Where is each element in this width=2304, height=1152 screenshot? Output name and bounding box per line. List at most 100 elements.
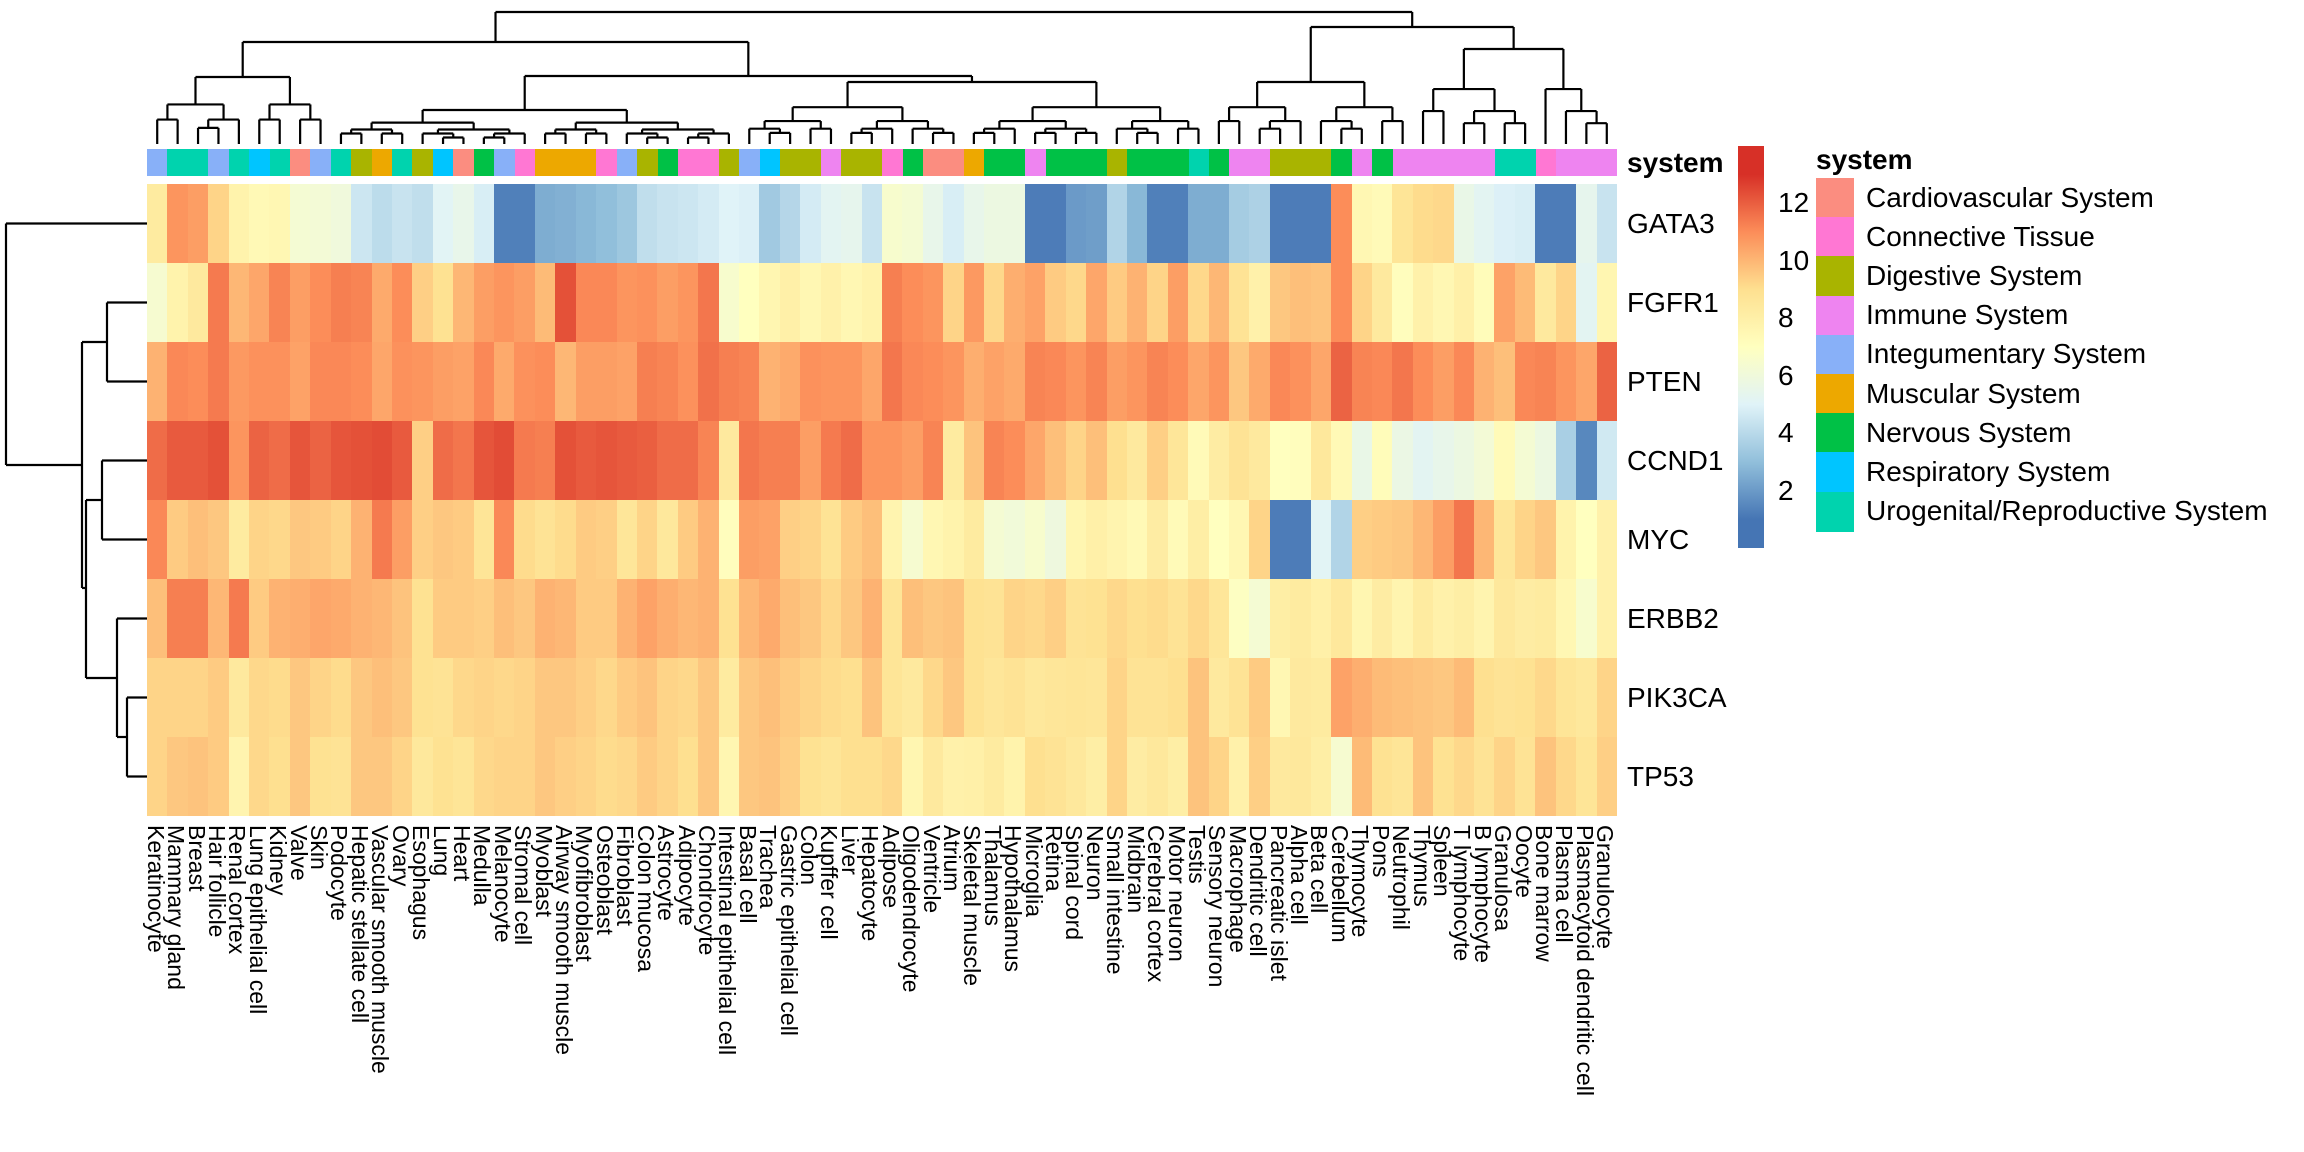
heatmap-cell bbox=[514, 658, 535, 737]
heatmap-cell bbox=[371, 342, 392, 421]
heatmap-cell bbox=[963, 658, 985, 737]
heatmap-cell bbox=[1371, 500, 1393, 579]
heatmap-cell bbox=[310, 737, 331, 816]
heatmap-cell bbox=[555, 421, 576, 500]
heatmap-cell bbox=[1433, 579, 1454, 658]
heatmap-cell bbox=[963, 184, 985, 263]
heatmap-cell bbox=[759, 342, 780, 421]
heatmap-cell bbox=[412, 342, 433, 421]
heatmap-cell bbox=[820, 421, 842, 500]
heatmap-cell bbox=[1433, 342, 1454, 421]
heatmap-cell bbox=[1474, 658, 1495, 737]
heatmap-cell bbox=[800, 658, 821, 737]
heatmap-cell bbox=[718, 421, 740, 500]
heatmap-cell bbox=[1351, 184, 1372, 263]
heatmap-cell bbox=[1433, 737, 1454, 816]
heatmap-cell bbox=[841, 658, 862, 737]
heatmap-cell bbox=[1433, 500, 1454, 579]
heatmap-cell bbox=[1331, 421, 1352, 500]
heatmap-cell bbox=[718, 263, 740, 342]
heatmap-cell bbox=[208, 342, 229, 421]
annotation-cell bbox=[371, 149, 393, 176]
annotation-cell bbox=[861, 149, 883, 176]
heatmap-cell bbox=[1126, 579, 1148, 658]
heatmap-cell bbox=[575, 737, 597, 816]
heatmap-cell bbox=[494, 500, 515, 579]
heatmap-cell bbox=[1208, 342, 1230, 421]
heatmap-cell bbox=[1474, 263, 1495, 342]
heatmap-cell bbox=[1229, 658, 1250, 737]
heatmap-cell bbox=[1167, 184, 1189, 263]
heatmap-cell bbox=[1494, 342, 1515, 421]
heatmap-cell bbox=[1167, 263, 1189, 342]
heatmap-cell bbox=[432, 421, 454, 500]
heatmap-cell bbox=[657, 737, 678, 816]
heatmap-cell bbox=[1249, 342, 1270, 421]
heatmap-cell bbox=[943, 579, 964, 658]
heatmap-cell bbox=[963, 500, 985, 579]
heatmap-cell bbox=[1024, 737, 1046, 816]
heatmap-cell bbox=[636, 737, 658, 816]
heatmap-cell bbox=[351, 579, 372, 658]
heatmap-cell bbox=[1474, 579, 1495, 658]
heatmap-cell bbox=[208, 658, 229, 737]
heatmap-cell bbox=[289, 737, 311, 816]
tissue-label: Granulocyte bbox=[1592, 825, 1619, 950]
heatmap-cell bbox=[779, 500, 801, 579]
heatmap-cell bbox=[1229, 500, 1250, 579]
gene-label: FGFR1 bbox=[1627, 286, 1719, 318]
annotation-cell bbox=[882, 149, 903, 176]
heatmap-cell bbox=[861, 263, 882, 342]
heatmap-cell bbox=[984, 579, 1005, 658]
heatmap-cell bbox=[841, 579, 862, 658]
heatmap-cell bbox=[330, 421, 352, 500]
heatmap-cell bbox=[677, 658, 699, 737]
heatmap-cell bbox=[1596, 500, 1617, 579]
heatmap-cell bbox=[1474, 737, 1495, 816]
heatmap-cell bbox=[1147, 263, 1168, 342]
annotation-cell bbox=[677, 149, 699, 176]
heatmap-cell bbox=[1392, 263, 1413, 342]
colorbar-tick: 2 bbox=[1778, 474, 1794, 506]
heatmap-cell bbox=[412, 579, 433, 658]
heatmap-cell bbox=[575, 658, 597, 737]
annotation-cell bbox=[1290, 149, 1312, 176]
heatmap-cell bbox=[1065, 579, 1087, 658]
annotation-cell bbox=[943, 149, 964, 176]
heatmap-cell bbox=[1188, 658, 1209, 737]
legend-label: Muscular System bbox=[1866, 377, 2081, 409]
heatmap-cell bbox=[963, 579, 985, 658]
heatmap-cell bbox=[453, 579, 474, 658]
heatmap-cell bbox=[657, 421, 678, 500]
gene-label: MYC bbox=[1627, 523, 1690, 555]
heatmap-cell bbox=[779, 579, 801, 658]
heatmap-cell bbox=[555, 263, 576, 342]
annotation-cell bbox=[1127, 149, 1148, 176]
heatmap-cell bbox=[1453, 263, 1475, 342]
heatmap-cell bbox=[269, 421, 290, 500]
heatmap-cell bbox=[371, 658, 392, 737]
annotation-cell bbox=[657, 149, 678, 176]
heatmap-cell bbox=[657, 342, 678, 421]
heatmap-cell bbox=[820, 184, 842, 263]
heatmap-cell bbox=[1167, 342, 1189, 421]
heatmap-cell bbox=[1086, 184, 1107, 263]
heatmap-cell bbox=[861, 500, 882, 579]
heatmap-cell bbox=[698, 500, 719, 579]
heatmap-cell bbox=[555, 737, 576, 816]
annotation-cell bbox=[575, 149, 597, 176]
heatmap-cell bbox=[636, 658, 658, 737]
heatmap-cell bbox=[289, 500, 311, 579]
annotation-row-label: system bbox=[1627, 147, 1724, 178]
heatmap-cell bbox=[1453, 421, 1475, 500]
heatmap-cell bbox=[616, 737, 637, 816]
tissue-label: Esophagus bbox=[408, 825, 435, 941]
heatmap-cell bbox=[820, 500, 842, 579]
heatmap-cell bbox=[289, 263, 311, 342]
heatmap-cell bbox=[1188, 184, 1209, 263]
annotation-cell bbox=[514, 149, 536, 176]
heatmap-cell bbox=[881, 421, 903, 500]
heatmap-cell bbox=[432, 737, 454, 816]
heatmap-cell bbox=[820, 658, 842, 737]
heatmap-cell bbox=[1331, 579, 1352, 658]
